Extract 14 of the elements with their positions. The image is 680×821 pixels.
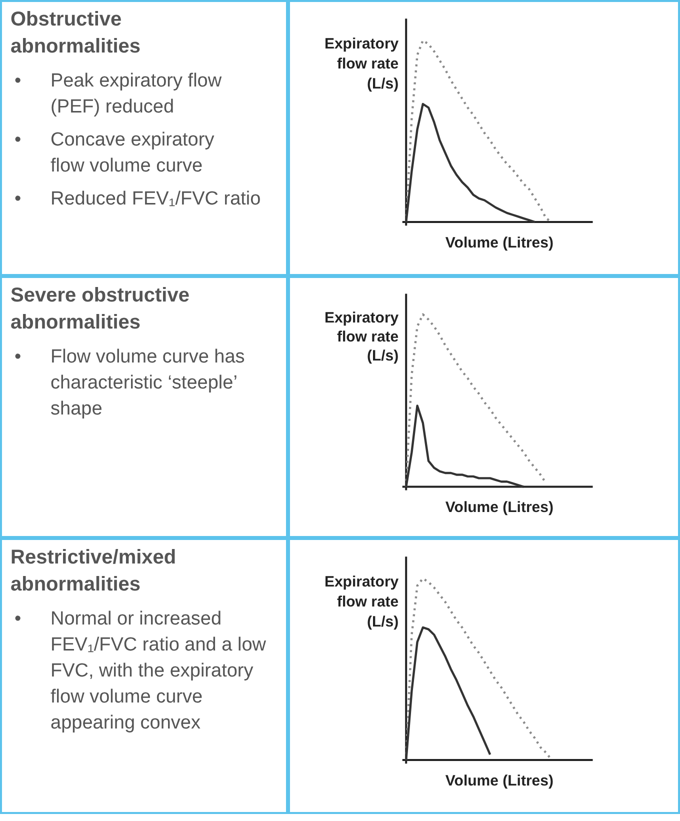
text: • Reduced FEV₁/FVC ratio xyxy=(14,188,261,210)
x-axis-title: Volume (Litres) xyxy=(445,234,554,252)
x-axis-title: Volume (Litres) xyxy=(445,772,554,790)
y-axis-title: Expiratory flow rate (L/s) xyxy=(324,309,400,364)
y-axis-title: Expiratory flow rate (L/s) xyxy=(324,574,400,631)
x-axis-title: Volume (Litres) xyxy=(445,498,554,516)
text: Obstructive abnormalities xyxy=(10,8,141,58)
text: • Normal or increased FEV₁/FVC ratio and a low FVC, with the expiratory flow volume curve appearing convex xyxy=(14,608,266,734)
y-axis-title: Expiratory flow rate (L/s) xyxy=(324,36,400,93)
text: Restrictive/mixed abnormalities xyxy=(10,546,176,596)
text: • Concave expiratory flow volume curve xyxy=(14,130,214,176)
text: • Flow volume curve has characteristic ‘steeple’ shape xyxy=(14,346,245,420)
text: Severe obstructive abnormalities xyxy=(10,284,190,334)
text: • Peak expiratory flow (PEF) reduced xyxy=(14,70,222,118)
